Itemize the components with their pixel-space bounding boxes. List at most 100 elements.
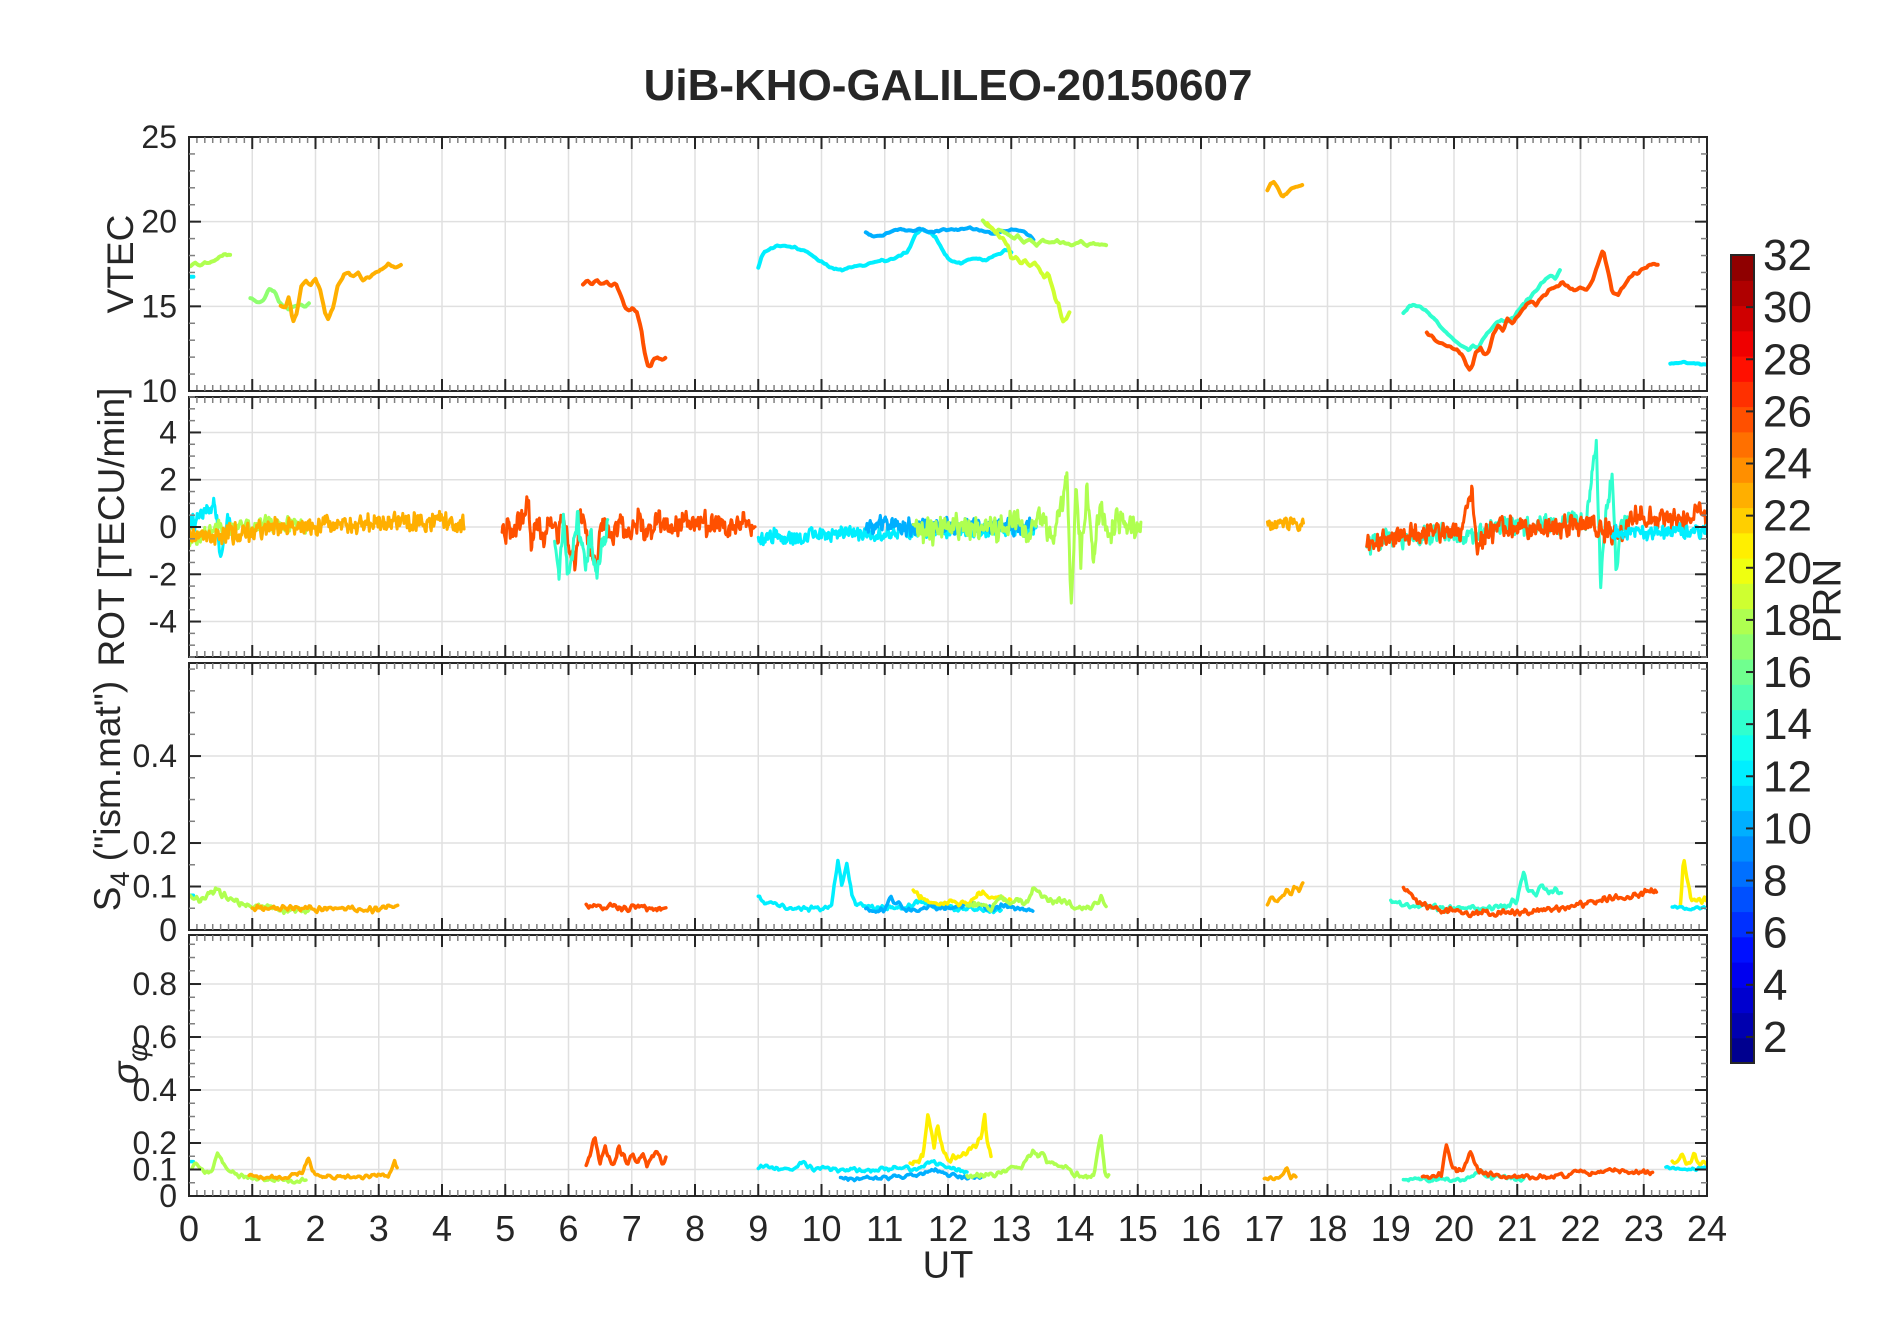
colorbar-segment (1731, 785, 1754, 812)
x-tick-label: 22 (1560, 1208, 1600, 1249)
colorbar-tick-label: 10 (1763, 804, 1812, 853)
y-axis-label-rot: ROT [TECU/min] (91, 388, 133, 667)
panel-VTEC-series (189, 180, 1707, 372)
series-prn-14 (1389, 870, 1564, 914)
colorbar-segment (1731, 280, 1754, 307)
x-tick-label: 16 (1181, 1208, 1221, 1249)
panel-S4: 0 0.1 0.2 0.4 (133, 662, 1708, 948)
colorbar-segment (1731, 911, 1754, 938)
colorbar-segment (1731, 1037, 1754, 1064)
x-axis-label: UT (922, 1244, 974, 1287)
series-prn-18 (965, 886, 1108, 913)
series-prn-18 (980, 218, 1109, 248)
series-prn-26 (1420, 1143, 1655, 1181)
colorbar-segment (1731, 886, 1754, 913)
y-axis-label-vtec-text: VTEC (100, 214, 141, 314)
colorbar-segment (1731, 810, 1754, 837)
y-axis-label-s4-pre: S (87, 886, 128, 912)
panel-ROT: -4 -2 0 2 4 (149, 396, 1708, 658)
series-prn-10 (864, 894, 1035, 914)
series-prn-19 (985, 221, 1072, 324)
colorbar-segment (1731, 987, 1754, 1014)
colorbar-segment (1731, 431, 1754, 458)
series-prn-12 (1664, 1164, 1707, 1173)
colorbar-segment (1731, 936, 1754, 963)
colorbar-segment (1731, 1012, 1754, 1039)
colorbar-segment (1731, 835, 1754, 862)
colorbar-tick-label: 14 (1763, 700, 1812, 749)
x-tick-label: 8 (685, 1208, 705, 1249)
colorbar-segment (1731, 734, 1754, 761)
colorbar-segment (1731, 659, 1754, 685)
x-tick-label: 12 (928, 1208, 968, 1249)
colorbar-tick-label: 2 (1763, 1013, 1787, 1062)
colorbar-segment (1731, 356, 1754, 382)
x-tick-label: 10 (801, 1208, 841, 1249)
x-tick-label: 6 (558, 1208, 578, 1249)
series-prn-14 (1401, 268, 1562, 353)
x-tick-label: 4 (432, 1208, 452, 1249)
y-axis-label-sigma-sub: φ (123, 1044, 153, 1062)
y-tick-label: -2 (149, 556, 177, 592)
series-prn-21 (1678, 858, 1707, 908)
series-prn-21 (911, 888, 1013, 908)
series-prn-12 (1610, 522, 1707, 542)
x-tick-label: 15 (1118, 1208, 1158, 1249)
y-tick-label: -4 (149, 604, 177, 640)
series-prn-23 (1265, 180, 1305, 199)
x-tick-label: 13 (991, 1208, 1031, 1249)
colorbar-segment (1731, 760, 1754, 786)
colorbar-segment (1731, 406, 1754, 433)
y-tick-label: 0.8 (133, 966, 177, 1002)
colorbar-segment (1731, 255, 1754, 281)
colorbar-segment (1731, 457, 1754, 483)
colorbar-tick-label: 4 (1763, 961, 1787, 1010)
y-tick-label: 15 (141, 288, 177, 324)
colorbar-segment (1731, 861, 1754, 887)
x-tick-label: 1 (242, 1208, 262, 1249)
x-tick-label: 24 (1687, 1208, 1727, 1249)
colorbar-tick-label: 28 (1763, 335, 1812, 384)
colorbar-tick-label: 24 (1763, 440, 1812, 489)
colorbar-border (1730, 254, 1755, 1064)
y-tick-label: 25 (141, 119, 177, 155)
series-prn-14 (553, 509, 610, 581)
x-tick-label: 14 (1054, 1208, 1094, 1249)
series-prn-23 (189, 509, 466, 546)
x-tick-label: 3 (369, 1208, 389, 1249)
colorbar-tick-label: 22 (1763, 492, 1812, 541)
x-tick-label: 21 (1497, 1208, 1537, 1249)
y-tick-label: 20 (141, 204, 177, 240)
series-prn-12 (756, 1159, 969, 1175)
series-prn-23 (1265, 516, 1305, 533)
panel-sigma_phi-series (189, 1112, 1707, 1185)
series-prn-12 (756, 227, 1014, 273)
y-tick-label: 4 (159, 414, 177, 450)
series-prn-18 (965, 1134, 1111, 1180)
series-prn-10 (838, 1167, 984, 1183)
colorbar-tick-label: 20 (1763, 544, 1812, 593)
colorbar-segment (1731, 583, 1754, 610)
colorbar-segment (1731, 532, 1754, 559)
y-tick-label: 0.6 (133, 1019, 177, 1055)
colorbar-segment (1731, 608, 1754, 635)
y-axis-label-vtec: VTEC (100, 215, 142, 314)
series-prn-12 (1670, 904, 1707, 912)
panel-VTEC: 10 15 20 25 (141, 119, 1708, 409)
y-axis-label-s4-post: ("ism.mat") (87, 680, 128, 872)
colorbar-segment (1731, 482, 1754, 509)
panel-sigma_phi: 00.10.2 0.4 0.6 0.8 (133, 934, 1708, 1214)
colorbar-tick-label: 12 (1763, 752, 1812, 801)
y-tick-label: 0.2 (133, 1125, 177, 1161)
series-prn-26 (500, 495, 757, 572)
x-tick-label: 7 (622, 1208, 642, 1249)
colorbar-segment (1731, 507, 1754, 534)
y-tick-label: 0.2 (133, 825, 177, 861)
series-prn-26 (581, 278, 668, 369)
x-tick-label: 20 (1434, 1208, 1474, 1249)
y-tick-label: 0 (159, 912, 177, 948)
colorbar-label: PRN (1805, 558, 1850, 644)
series-prn-26 (584, 1136, 668, 1169)
y-axis-label-sigma-pre: σ (105, 1061, 146, 1084)
